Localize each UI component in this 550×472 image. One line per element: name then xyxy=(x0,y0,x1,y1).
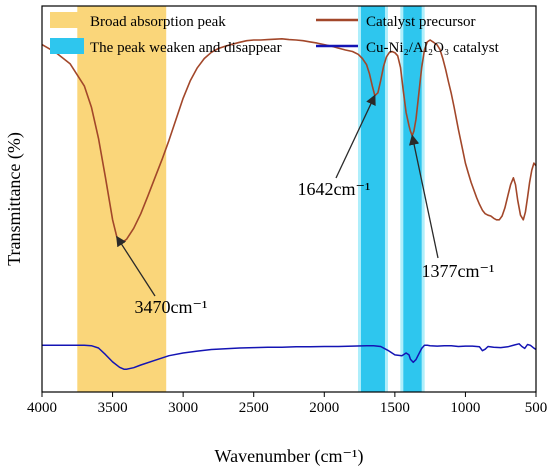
annotations: 3470cm⁻¹ 1642cm⁻¹ 1377cm⁻¹ xyxy=(116,94,495,317)
x-tick-label: 500 xyxy=(525,400,548,416)
legend: Broad absorption peak Catalyst precursor… xyxy=(50,12,500,56)
annotation-label: 1377cm⁻¹ xyxy=(422,261,495,281)
x-tick-label: 1000 xyxy=(450,400,480,416)
x-tick-label: 1500 xyxy=(380,400,410,416)
x-tick-label: 3500 xyxy=(98,400,128,416)
annotation-label: 1642cm⁻¹ xyxy=(298,179,371,199)
highlight-region xyxy=(360,6,385,392)
x-tick-label: 2500 xyxy=(239,400,269,416)
legend-label-broad-absorption: Broad absorption peak xyxy=(90,14,226,30)
highlight-region xyxy=(403,6,422,392)
annotation-arrow xyxy=(335,94,376,179)
highlight-region xyxy=(77,6,167,392)
x-tick-label: 3000 xyxy=(168,400,198,416)
annotation-arrow xyxy=(409,134,439,259)
annotation-arrow xyxy=(116,235,156,297)
x-axis-label: Wavenumber (cm⁻¹) xyxy=(215,446,364,467)
legend-label-catalyst-precursor: Catalyst precursor xyxy=(366,14,476,30)
series-layer xyxy=(41,38,537,370)
x-axis-ticks: 4000 3500 3000 2500 2000 1500 1000 500 xyxy=(27,392,547,416)
series-line xyxy=(42,343,537,370)
legend-swatch-broad-absorption xyxy=(50,12,84,28)
series-line xyxy=(41,38,537,245)
x-tick-label: 4000 xyxy=(27,400,57,416)
legend-swatch-peak-weaken xyxy=(50,38,84,54)
legend-label-cu-ni-catalyst: Cu-Ni₂/Al₂O₃ catalyst xyxy=(366,40,500,56)
plot-frame xyxy=(41,5,537,393)
legend-label-peak-weaken: The peak weaken and disappear xyxy=(90,40,282,56)
annotation-label: 3470cm⁻¹ xyxy=(135,297,208,317)
x-tick-label: 2000 xyxy=(309,400,339,416)
highlight-regions xyxy=(77,6,425,392)
y-axis-label: Transmittance (%) xyxy=(4,132,25,266)
